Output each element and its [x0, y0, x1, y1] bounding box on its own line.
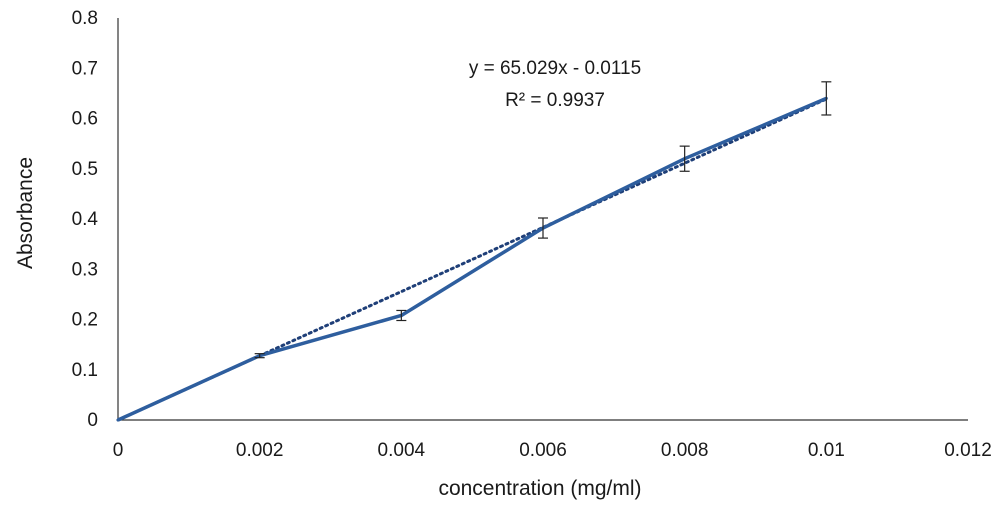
y-tick-label: 0.5	[72, 159, 98, 180]
y-tick-label: 0.1	[72, 360, 98, 381]
x-tick-label: 0.002	[236, 440, 284, 461]
y-tick-label: 0.2	[72, 310, 98, 331]
x-tick-label: 0.006	[519, 440, 567, 461]
trendline	[116, 97, 828, 422]
series-line	[117, 96, 828, 422]
y-tick-label: 0.3	[72, 259, 98, 280]
x-tick-label: 0.01	[808, 440, 845, 461]
y-tick-label: 0.6	[72, 109, 98, 130]
x-tick-label: 0.004	[378, 440, 426, 461]
x-tick-label: 0.012	[944, 440, 992, 461]
y-tick-label: 0.7	[72, 58, 98, 79]
y-tick-label: 0.8	[72, 8, 98, 29]
y-tick-label: 0	[87, 410, 98, 431]
error-bars	[254, 81, 832, 359]
trendline-equation: y = 65.029x - 0.0115	[469, 58, 641, 79]
x-tick-label: 0	[113, 440, 124, 461]
x-tick-label: 0.008	[661, 440, 709, 461]
y-axis-title: Absorbance	[14, 157, 37, 269]
r-squared-label: R² = 0.9937	[505, 90, 605, 111]
data-point	[116, 418, 120, 422]
y-tick-label: 0.4	[72, 209, 99, 230]
axes	[117, 18, 968, 421]
tick-labels: 0 0.002 0.004 0.006 0.008 0.01 0.012 0 0.1 0.2 0.3…	[72, 8, 992, 461]
trendline-group	[116, 97, 828, 422]
x-axis-title: concentration (mg/ml)	[438, 477, 641, 500]
